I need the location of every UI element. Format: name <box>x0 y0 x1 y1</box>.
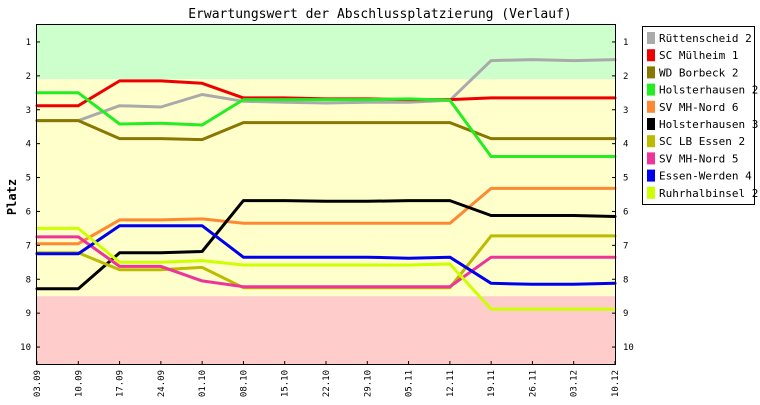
legend-swatch <box>647 152 655 165</box>
x-tick-label: 17.09 <box>116 370 126 397</box>
y-tick-label-left: 10 <box>20 343 31 353</box>
legend-entry: Rüttenscheid 2 <box>659 32 752 45</box>
legend-swatch <box>647 118 655 130</box>
y-tick-label-right: 3 <box>623 106 628 116</box>
y-tick-label-right: 5 <box>623 174 628 184</box>
x-tick-label: 01.10 <box>198 370 208 397</box>
x-tick-label: 19.11 <box>487 370 497 397</box>
y-tick-label-right: 10 <box>623 343 634 353</box>
series-line-8 <box>35 224 617 286</box>
legend-swatch <box>647 100 655 113</box>
y-tick-label-right: 9 <box>623 309 628 319</box>
legend-entry: Ruhrhalbinsel 2 <box>659 187 758 200</box>
legend: Rüttenscheid 2 SC Mülheim 1 WD Borbeck 2 Ho… <box>642 26 758 205</box>
legend-entry: Holsterhausen 2 <box>659 84 758 97</box>
legend-swatch <box>647 49 655 62</box>
y-tick-label-left: 7 <box>26 241 31 251</box>
x-tick-label: 12.11 <box>446 370 456 397</box>
series-line-3 <box>35 91 617 158</box>
y-tick-label-left: 3 <box>26 106 31 116</box>
y-tick-label-right: 1 <box>623 38 628 48</box>
legend-entry: SV MH-Nord 5 <box>659 152 738 165</box>
chart-title: Erwartungswert der Abschlussplatzierung … <box>188 7 572 22</box>
series-line-9 <box>35 226 617 311</box>
x-tick-label: 05.11 <box>405 370 415 397</box>
legend-entry: WD Borbeck 2 <box>659 66 738 79</box>
y-ticks-right: 1 2 3 4 5 6 7 8 9 10 <box>612 38 634 353</box>
legend-swatch <box>647 66 655 79</box>
y-tick-label-left: 8 <box>26 275 31 285</box>
band-0 <box>37 25 615 80</box>
series-line-5 <box>35 199 617 291</box>
series-line-7 <box>35 235 617 289</box>
series-line-4 <box>35 186 617 246</box>
x-tick-label: 24.09 <box>157 370 167 397</box>
y-axis-label: Platz <box>5 179 19 215</box>
band-2 <box>37 296 615 364</box>
y-tick-label-right: 8 <box>623 275 628 285</box>
y-tick-label-right: 7 <box>623 241 628 251</box>
y-tick-label-left: 4 <box>26 140 31 150</box>
legend-swatch <box>647 135 655 148</box>
x-tick-label: 10.12 <box>611 370 621 397</box>
legend-swatch <box>647 32 655 44</box>
legend-entry: SC LB Essen 2 <box>659 135 745 148</box>
background-bands <box>37 25 615 364</box>
y-tick-label-left: 1 <box>26 38 31 48</box>
y-tick-label-right: 4 <box>623 140 628 150</box>
y-tick-label-right: 6 <box>623 207 628 217</box>
legend-entry: Essen-Werden 4 <box>659 170 752 183</box>
x-ticks: 03.09 10.09 17.09 24.09 01.10 08.10 15.10 22.10… <box>33 361 621 397</box>
y-tick-label-left: 5 <box>26 174 31 184</box>
x-tick-label: 08.10 <box>239 370 249 397</box>
x-tick-label: 03.12 <box>570 370 580 397</box>
legend-frame <box>642 26 755 205</box>
x-tick-label: 03.09 <box>33 370 43 397</box>
legend-swatch <box>647 83 655 96</box>
series-line-0 <box>35 58 617 123</box>
y-ticks-left: 1 2 3 4 5 6 7 8 9 10 <box>20 38 40 353</box>
series-line-2 <box>35 119 617 142</box>
plot-frame <box>36 24 616 365</box>
series-lines <box>35 58 617 311</box>
x-tick-label: 26.11 <box>528 370 538 397</box>
x-tick-label: 10.09 <box>74 370 84 397</box>
x-tick-label: 29.10 <box>363 370 373 397</box>
x-tick-label: 22.10 <box>322 370 332 397</box>
y-tick-label-right: 2 <box>623 72 628 82</box>
y-tick-label-left: 6 <box>26 207 31 217</box>
legend-entry: Holsterhausen 3 <box>659 118 758 131</box>
legend-swatch <box>647 169 655 182</box>
y-tick-label-left: 2 <box>26 72 31 82</box>
y-tick-label-left: 9 <box>26 309 31 319</box>
legend-entry: SV MH-Nord 6 <box>659 101 738 114</box>
legend-swatch <box>647 186 655 199</box>
legend-entry: SC Mülheim 1 <box>659 49 738 62</box>
x-tick-label: 15.10 <box>281 370 291 397</box>
